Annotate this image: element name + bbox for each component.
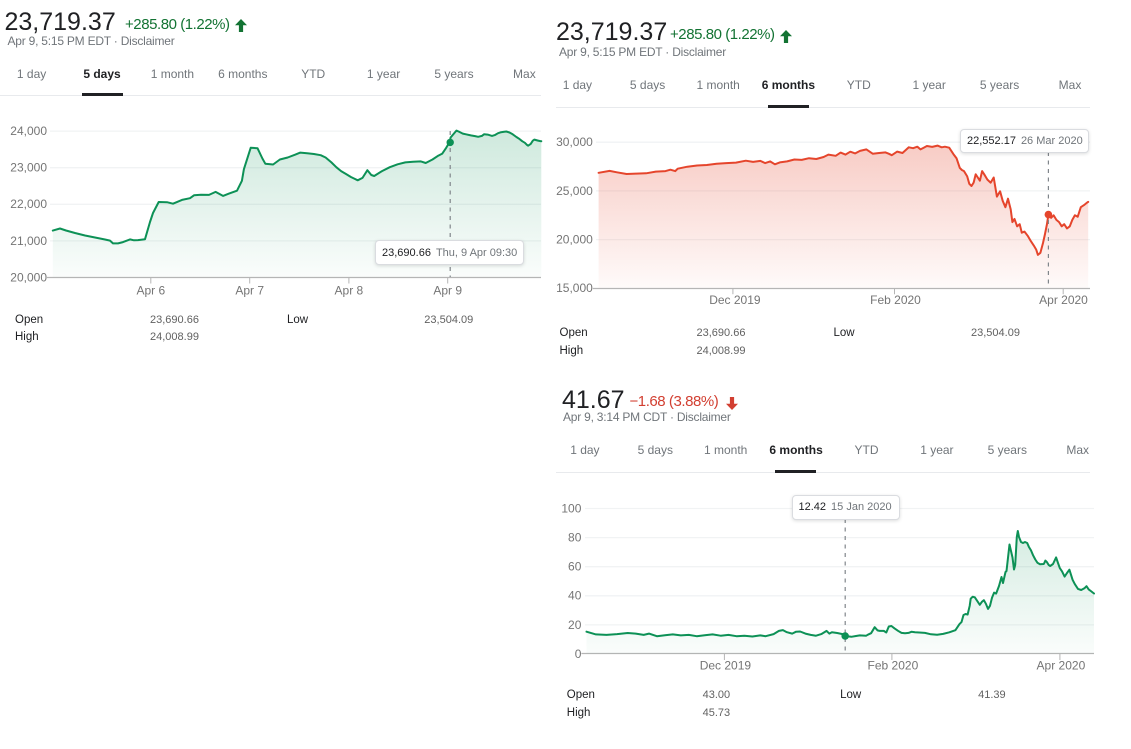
svg-text:0: 0: [575, 647, 582, 661]
svg-text:Feb 2020: Feb 2020: [870, 293, 921, 307]
svg-text:Apr 2020: Apr 2020: [1039, 293, 1088, 307]
svg-text:Apr 9: Apr 9: [433, 284, 462, 298]
svg-text:Apr 8: Apr 8: [335, 284, 364, 298]
svg-text:23,000: 23,000: [10, 161, 47, 175]
svg-text:22,000: 22,000: [10, 197, 47, 211]
svg-text:Dec 2019: Dec 2019: [709, 293, 761, 307]
svg-text:Apr 6: Apr 6: [136, 284, 165, 298]
svg-text:60: 60: [568, 560, 582, 574]
svg-text:15,000: 15,000: [556, 281, 593, 295]
svg-text:20: 20: [568, 618, 582, 632]
svg-text:Dec 2019: Dec 2019: [700, 658, 752, 672]
svg-text:20,000: 20,000: [556, 233, 593, 247]
svg-text:30,000: 30,000: [556, 135, 593, 149]
svg-text:100: 100: [561, 501, 581, 515]
svg-text:24,000: 24,000: [10, 124, 47, 138]
svg-text:25,000: 25,000: [556, 184, 593, 198]
svg-text:Feb 2020: Feb 2020: [868, 658, 919, 672]
svg-text:40: 40: [568, 589, 582, 603]
svg-text:Apr 7: Apr 7: [235, 284, 264, 298]
svg-text:80: 80: [568, 531, 582, 545]
svg-text:20,000: 20,000: [10, 270, 47, 284]
svg-text:Apr 2020: Apr 2020: [1037, 658, 1086, 672]
svg-text:21,000: 21,000: [10, 234, 47, 248]
